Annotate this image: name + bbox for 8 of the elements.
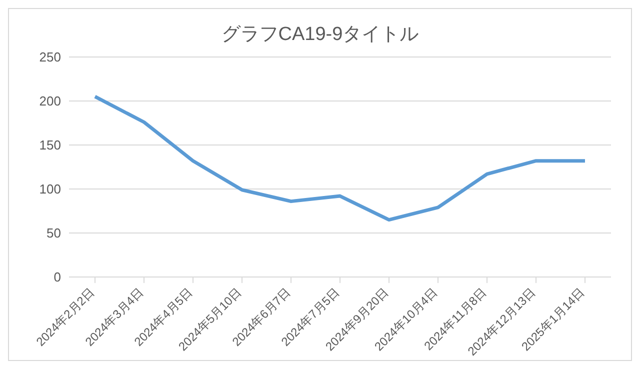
chart-title: グラフCA19-9タイトル: [220, 23, 420, 47]
y-tick-label: 250: [39, 50, 61, 65]
y-tick-label: 0: [54, 270, 61, 285]
y-tick-label: 200: [39, 94, 61, 109]
y-tick-label: 100: [39, 182, 61, 197]
y-tick-label: 150: [39, 138, 61, 153]
y-tick-label: 50: [46, 226, 61, 241]
line-series: [93, 94, 587, 222]
